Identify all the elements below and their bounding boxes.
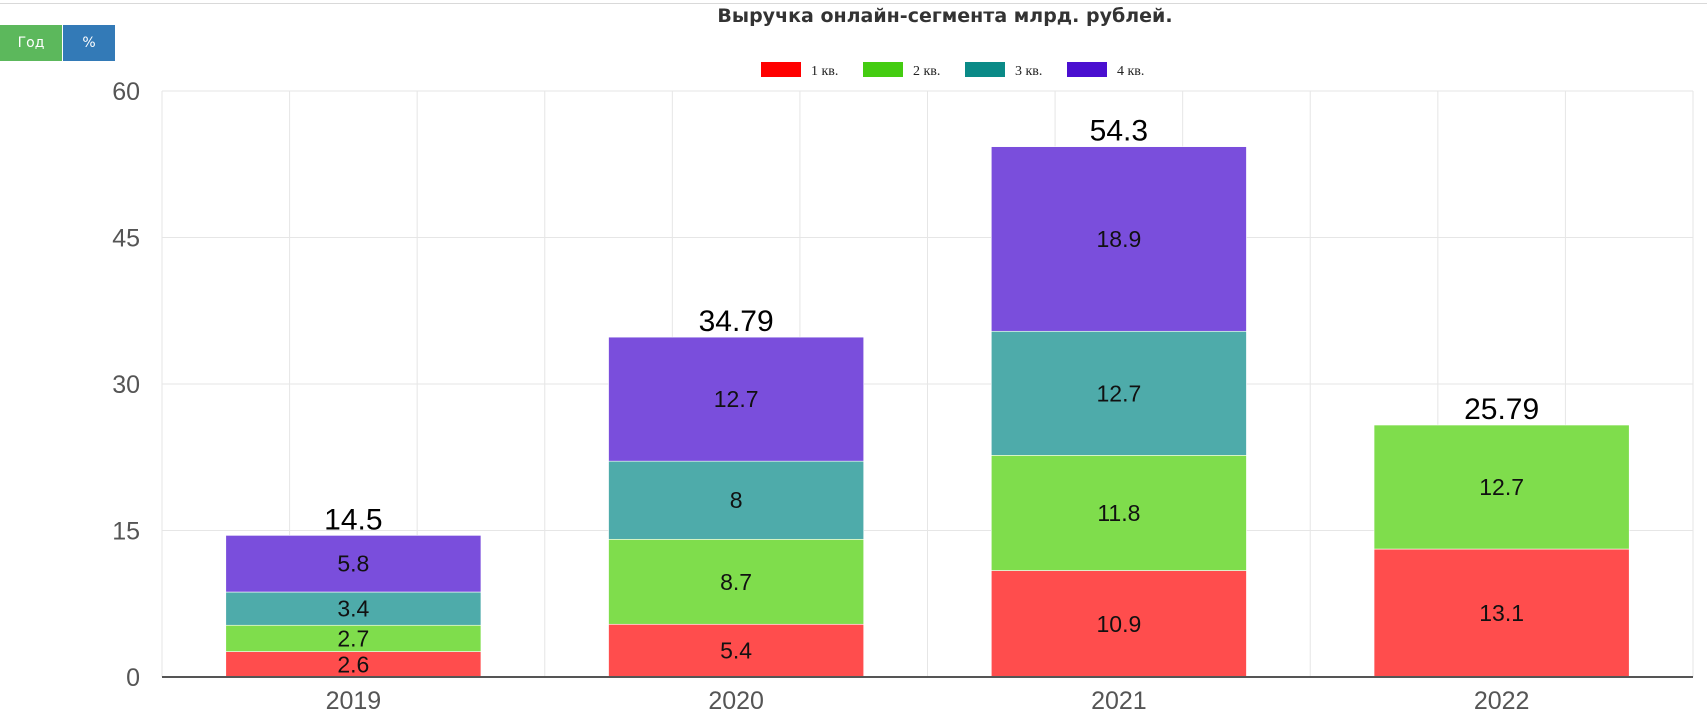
bar-segment-2021-q2 [990, 454, 1247, 571]
y-axis: 0 15 30 45 60 [112, 78, 140, 692]
data-label: 11.8 [1097, 500, 1140, 526]
data-label: 5.4 [720, 638, 752, 664]
legend-label-q2: 2 кв. [913, 64, 940, 79]
data-label: 10.9 [1096, 611, 1141, 637]
top-divider [0, 3, 1707, 4]
data-label: 5.8 [337, 551, 369, 577]
bar-segment-2021-q3 [990, 330, 1247, 456]
bar-segment-2020-q3 [608, 460, 865, 540]
data-label: 8 [730, 487, 743, 513]
total-label-2021: 54.3 [1090, 115, 1148, 148]
y-tick-label: 15 [112, 518, 140, 546]
legend-label-q1: 1 кв. [811, 64, 838, 79]
bar-segment-2022-q1 [1373, 548, 1630, 678]
y-tick-label: 60 [112, 78, 140, 106]
x-tick-label: 2022 [1474, 687, 1530, 715]
data-label: 3.4 [337, 596, 369, 622]
bar-segment-2020-q1 [608, 623, 865, 678]
bar-segment-2021-q4 [990, 146, 1247, 332]
data-label: 12.7 [1479, 474, 1524, 500]
legend-swatch-q3 [965, 62, 1005, 77]
bars: 2.62.7 3.4 5.8 14.5 5.4 8.7 8 12.7 34.79 10.9 11.8… [225, 115, 1630, 678]
data-label: 2.7 [337, 625, 369, 651]
bar-segment-2019-q3 [225, 591, 482, 626]
legend-swatch-q2 [863, 62, 903, 77]
legend-label-q4: 4 кв. [1117, 64, 1144, 79]
data-label: 18.9 [1096, 226, 1141, 252]
year-toggle-button[interactable]: Год [0, 25, 62, 61]
y-tick-label: 45 [112, 225, 140, 253]
x-tick-label: 2019 [326, 687, 382, 715]
data-label: 12.7 [714, 386, 759, 412]
total-label-2020: 34.79 [699, 305, 774, 338]
data-label: 13.1 [1479, 600, 1524, 626]
percent-toggle-button[interactable]: % [63, 25, 115, 61]
bar-segment-2021-q1 [990, 570, 1247, 678]
chart-title: Выручка онлайн-сегмента млрд. рублей. [717, 5, 1172, 27]
legend: 1 кв. 2 кв. 3 кв. 4 кв. [761, 62, 1144, 79]
y-tick-label: 30 [112, 371, 140, 399]
x-tick-label: 2020 [708, 687, 764, 715]
x-tick-label: 2021 [1091, 687, 1147, 715]
bar-segment-2022-q2 [1373, 424, 1630, 550]
y-tick-label: 0 [126, 664, 140, 692]
total-label-2019: 14.5 [324, 503, 382, 536]
data-label: 12.7 [1096, 380, 1141, 406]
x-axis: 2019 2020 2021 2022 [162, 676, 1693, 715]
data-label: 8.7 [720, 569, 752, 595]
legend-swatch-q1 [761, 62, 801, 77]
legend-swatch-q4 [1067, 62, 1107, 77]
total-label-2022: 25.79 [1464, 393, 1539, 426]
bar-segment-2020-q4 [608, 336, 865, 462]
legend-label-q3: 3 кв. [1015, 64, 1042, 79]
data-label: 2.6 [337, 651, 369, 677]
bar-segment-2019-q4 [225, 535, 482, 593]
